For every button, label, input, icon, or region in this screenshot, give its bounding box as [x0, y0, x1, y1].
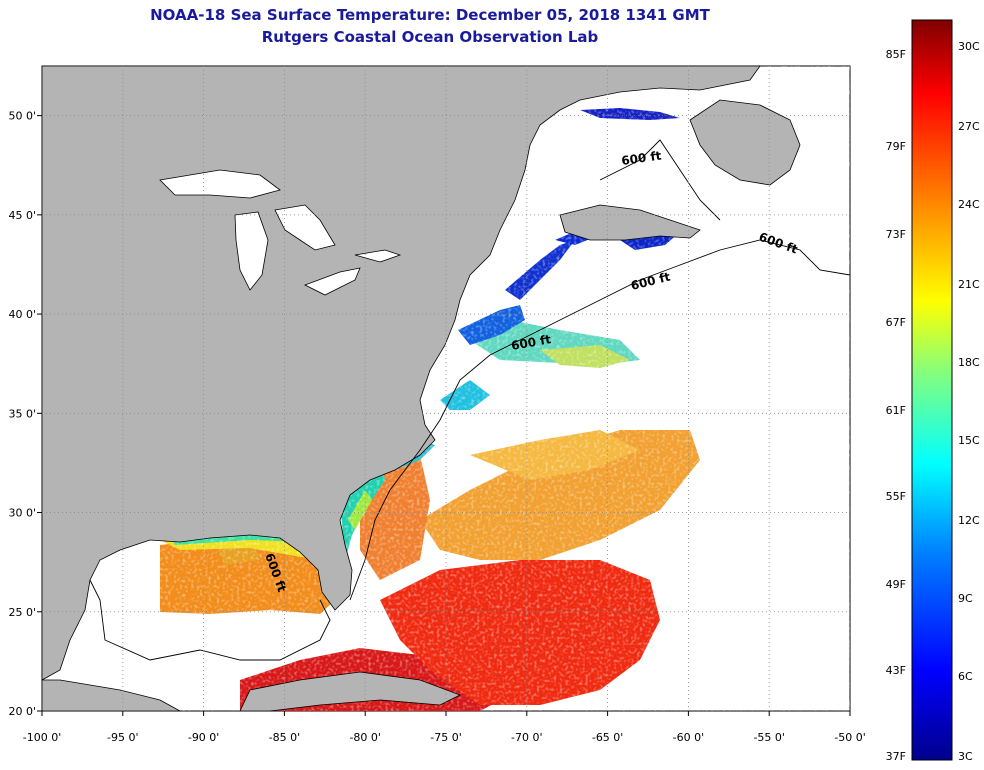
isobath-contours	[89, 139, 850, 661]
lake-michigan	[234, 211, 269, 291]
lon-label: -60 0'	[673, 731, 705, 744]
fahrenheit-label: 67F	[886, 316, 906, 329]
celsius-label: 18C	[958, 356, 980, 369]
fahrenheit-label: 49F	[886, 578, 906, 591]
lake-erie	[303, 267, 361, 296]
lon-label: -90 0'	[188, 731, 220, 744]
lake-superior	[159, 169, 281, 199]
fahrenheit-label: 79F	[886, 140, 906, 153]
fahrenheit-label: 37F	[886, 750, 906, 763]
cuba-landmass	[239, 671, 461, 711]
celsius-label: 27C	[958, 120, 980, 133]
lake-ontario	[354, 249, 402, 263]
lat-label: 30 0'	[8, 507, 36, 520]
newfoundland-landmass	[689, 99, 801, 186]
isobath-label: 600 ft	[510, 332, 552, 353]
nova-scotia-landmass	[559, 204, 701, 241]
graticule	[42, 66, 850, 711]
lon-label: -70 0'	[511, 731, 543, 744]
lon-label: -65 0'	[592, 731, 624, 744]
fahrenheit-label: 55F	[886, 490, 906, 503]
lon-label: -85 0'	[269, 731, 301, 744]
fahrenheit-label: 61F	[886, 404, 906, 417]
celsius-label: 24C	[958, 198, 980, 211]
lat-label: 50 0'	[8, 110, 36, 123]
color-bar-gradient	[911, 19, 953, 761]
color-bar: 85F 79F 73F 67F 61F 55F 49F 43F 37F 30C 27C 24C 21C…	[886, 19, 980, 763]
celsius-label: 30C	[958, 40, 980, 53]
map-subtitle: Rutgers Coastal Ocean Observation Lab	[261, 28, 599, 46]
lat-label: 45 0'	[8, 209, 36, 222]
celsius-label: 12C	[958, 514, 980, 527]
celsius-label: 21C	[958, 278, 980, 291]
longitude-labels: -100 0' -95 0' -90 0' -85 0' -80 0' -75 0' -70…	[23, 711, 866, 744]
fahrenheit-label: 85F	[886, 48, 906, 61]
map-title: NOAA-18 Sea Surface Temperature: Decembe…	[150, 6, 710, 24]
lon-label: -50 0'	[834, 731, 866, 744]
lon-label: -95 0'	[107, 731, 139, 744]
fahrenheit-label: 43F	[886, 664, 906, 677]
celsius-label: 15C	[958, 434, 980, 447]
lon-label: -55 0'	[753, 731, 785, 744]
lon-label: -100 0'	[23, 731, 61, 744]
celsius-label: 9C	[958, 592, 973, 605]
lat-label: 20 0'	[8, 705, 36, 718]
isobath-label: 600 ft	[620, 148, 662, 167]
north-america-landmass	[42, 66, 761, 681]
fahrenheit-labels: 85F 79F 73F 67F 61F 55F 49F 43F 37F	[886, 48, 906, 763]
lat-label: 35 0'	[8, 407, 36, 420]
lon-label: -80 0'	[349, 731, 381, 744]
land-mask	[42, 66, 801, 711]
great-lakes	[159, 169, 402, 296]
celsius-labels: 30C 27C 24C 21C 18C 15C 12C 9C 6C 3C	[958, 40, 980, 763]
lat-label: 40 0'	[8, 308, 36, 321]
lon-label: -75 0'	[430, 731, 462, 744]
latitude-labels: 20 0' 25 0' 30 0' 35 0' 40 0' 45 0' 50 0'	[8, 110, 42, 718]
celsius-label: 6C	[958, 670, 973, 683]
celsius-label: 3C	[958, 750, 973, 763]
fahrenheit-label: 73F	[886, 228, 906, 241]
lake-huron	[274, 204, 336, 251]
lat-label: 25 0'	[8, 606, 36, 619]
